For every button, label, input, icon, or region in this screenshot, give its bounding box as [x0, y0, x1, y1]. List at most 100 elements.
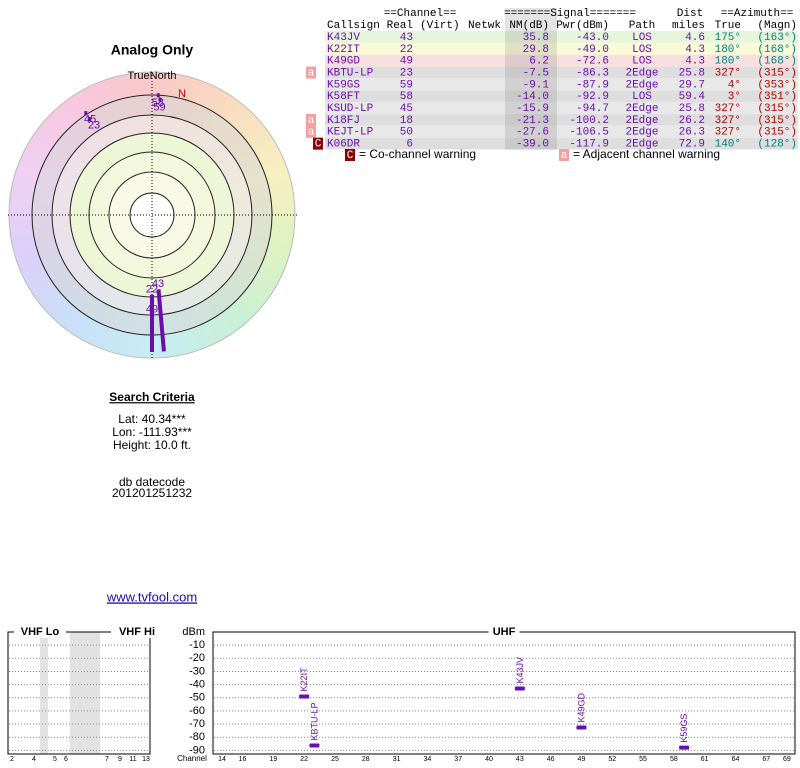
path: 2Edge [625, 79, 658, 91]
callsign: KBTU-LP [327, 67, 374, 79]
polar-label: 22 [146, 284, 158, 296]
power: -72.6 [576, 56, 609, 68]
signal-bar [679, 745, 690, 750]
signal-label: K49GD [576, 692, 586, 722]
callsign: K18FJ [327, 115, 360, 127]
path: LOS [632, 56, 652, 68]
column-header: Path [629, 20, 655, 32]
row-background [325, 90, 798, 103]
real-channel: 43 [400, 32, 413, 44]
site-link[interactable]: www.tvfool.com [106, 589, 197, 604]
nm-column [505, 8, 557, 150]
column-header: miles [672, 20, 705, 32]
azimuth-magnetic: (315°) [757, 67, 797, 79]
noise-margin: -15.9 [516, 103, 549, 115]
x-tick-label: 37 [454, 756, 462, 763]
group-header: ==Azimuth== [721, 8, 794, 20]
power: -86.3 [576, 67, 609, 79]
path: LOS [632, 44, 652, 56]
x-tick-label: 43 [516, 756, 524, 763]
power: -100.2 [569, 115, 609, 127]
x-tick-label: 16 [239, 756, 247, 763]
x-tick-label: 5 [53, 756, 57, 763]
panel-title: UHF [493, 626, 516, 638]
x-tick-label: 61 [701, 756, 709, 763]
real-channel: 18 [400, 115, 413, 127]
warning-flag-text: a [308, 127, 315, 139]
noise-margin: 6.2 [529, 56, 549, 68]
group-header: =======Signal======= [504, 8, 636, 20]
x-tick-label: 9 [118, 756, 122, 763]
polar-label: 59 [153, 101, 165, 113]
column-header: Pwr(dBm) [556, 20, 609, 32]
column-header: (Magn) [757, 20, 797, 32]
azimuth-true: 327° [715, 127, 741, 139]
callsign: K22IT [327, 44, 360, 56]
row-background [325, 102, 798, 114]
distance: 25.8 [679, 103, 705, 115]
title: Analog Only [111, 42, 194, 58]
search-title: Search Criteria [109, 390, 195, 404]
azimuth-true: 140° [715, 139, 741, 151]
callsign: KSUD-LP [327, 103, 374, 115]
real-channel: 45 [400, 103, 413, 115]
panel-title-bg [111, 626, 163, 638]
warning-flag [559, 149, 569, 161]
legend-text: = Adjacent channel warning [573, 147, 720, 161]
column-header: (Virt) [420, 20, 460, 32]
distance: 72.9 [679, 139, 705, 151]
panel-title: VHF Hi [119, 626, 155, 638]
polar-label: 23 [88, 120, 100, 132]
callsign: K43JV [327, 32, 360, 44]
path: LOS [632, 32, 652, 44]
noise-margin: 35.8 [523, 32, 549, 44]
x-tick-label: 11 [129, 756, 136, 763]
signal-bar [309, 743, 320, 748]
datecode-label: db datecode [119, 475, 185, 489]
x-tick-label: 40 [485, 756, 493, 763]
signal-bar [514, 686, 525, 691]
azimuth-magnetic: (351°) [757, 91, 797, 103]
column-header: Netwk [468, 20, 501, 32]
warning-flag [313, 137, 323, 150]
path: 2Edge [625, 67, 658, 79]
noise-margin: -21.3 [516, 115, 549, 127]
y-tick-label: -50 [189, 692, 205, 704]
noise-margin: -39.0 [516, 139, 549, 151]
group-header: ==Channel== [384, 8, 457, 20]
warning-flag-text: C [315, 139, 322, 151]
y-tick-label: -70 [189, 718, 205, 730]
search-height: Height: 10.0 ft. [113, 438, 191, 452]
polar-dot [88, 117, 92, 122]
band-gap [40, 632, 48, 754]
row-background [325, 113, 798, 126]
distance: 26.2 [679, 115, 705, 127]
noise-margin: -27.6 [516, 127, 549, 139]
spectrum-frames [7, 631, 796, 755]
azimuth-magnetic: (168°) [757, 56, 797, 68]
power: -87.9 [576, 79, 609, 91]
real-channel: 59 [400, 79, 413, 91]
distance: 25.8 [679, 67, 705, 79]
warning-flag [306, 66, 316, 79]
row-background [325, 54, 798, 67]
uhf-frame [212, 631, 796, 755]
y-tick-label: -80 [189, 731, 205, 743]
callsign: K06DR [327, 139, 360, 151]
azimuth-true: 4° [728, 79, 741, 91]
azimuth-magnetic: (353°) [757, 79, 797, 91]
signal-label: K22IT [299, 667, 309, 692]
warning-flag [306, 125, 316, 138]
search-lat: Lat: 40.34*** [118, 412, 186, 426]
signal-bar [576, 725, 587, 730]
real-channel: 58 [400, 91, 413, 103]
real-channel: 50 [400, 127, 413, 139]
y-tick-label: -90 [189, 744, 205, 756]
polar-label: 45 [84, 114, 96, 126]
x-axis-label: Channel [177, 754, 207, 763]
x-tick-label: 25 [331, 756, 339, 763]
path: 2Edge [625, 127, 658, 139]
panel-title-bg [14, 626, 66, 638]
signal-label: K43JV [515, 657, 525, 684]
